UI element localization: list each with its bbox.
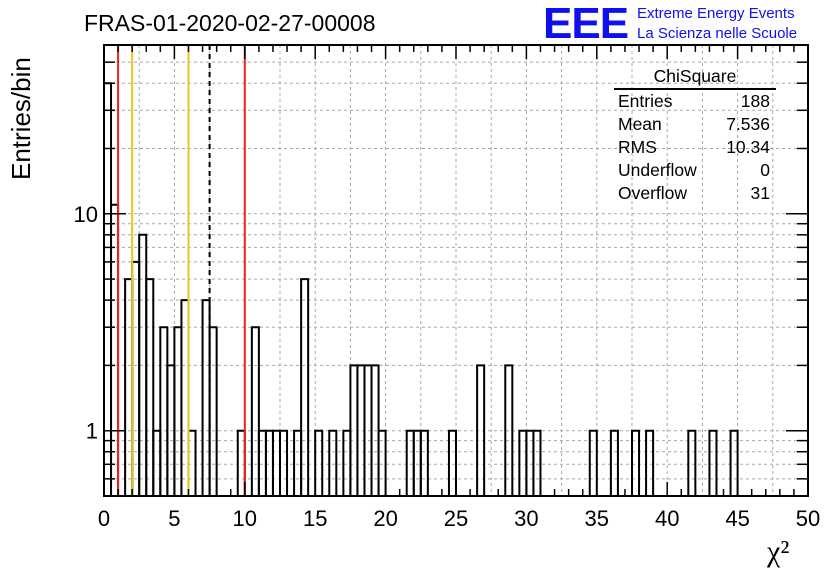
histogram-bin <box>447 429 457 496</box>
histogram-bin <box>609 429 619 496</box>
stats-value: 10.34 <box>726 137 770 157</box>
axes-layer: 0 5 10 15 20 25 30 35 40 45 50 1 10 <box>74 44 820 531</box>
histogram-bin <box>476 364 486 496</box>
stats-label: RMS <box>618 137 657 157</box>
histogram-bin <box>300 278 310 496</box>
x-tick-label: 35 <box>585 506 609 531</box>
stats-row: Entries 188 <box>610 90 776 113</box>
x-tick-label: 25 <box>444 506 468 531</box>
stats-label: Underflow <box>618 160 697 180</box>
stats-title: ChiSquare <box>614 66 776 90</box>
y-tick-label: 10 <box>74 202 98 227</box>
histogram-bin <box>504 364 514 496</box>
histogram-bin <box>145 278 155 496</box>
stats-label: Entries <box>618 91 673 111</box>
stats-value: 188 <box>740 91 770 111</box>
histogram-bin <box>208 326 218 496</box>
histogram-bin <box>687 429 697 496</box>
histogram-bin <box>377 429 387 496</box>
x-tick-label: 30 <box>514 506 538 531</box>
histogram-bin <box>173 326 183 496</box>
histogram-bin <box>328 429 338 496</box>
x-tick-label: 20 <box>373 506 397 531</box>
histogram-bin <box>103 82 113 496</box>
y-tick-label: 1 <box>86 419 98 444</box>
run-title: FRAS-01-2020-02-27-00008 <box>84 10 376 36</box>
histogram-bin <box>124 278 134 496</box>
y-axis-label: Entries/bin <box>6 57 36 180</box>
histogram-bin <box>631 429 641 496</box>
stats-label: Overflow <box>618 183 688 203</box>
histogram-bin <box>279 429 289 496</box>
histogram-bin <box>180 299 190 496</box>
histogram-bin <box>708 429 718 496</box>
stats-value: 0 <box>760 160 770 180</box>
stats-row: Mean 7.536 <box>610 113 776 136</box>
x-tick-label: 0 <box>98 506 110 531</box>
logo-tagline-1: Extreme Energy Events <box>637 5 795 22</box>
histogram-bin <box>250 326 260 496</box>
x-tick-label: 40 <box>655 506 679 531</box>
histogram-bin <box>588 429 598 496</box>
x-axis-label: χ² <box>767 535 790 568</box>
logo-mark: EEE <box>543 0 629 48</box>
histogram-bin <box>419 429 429 496</box>
stats-row: Overflow 31 <box>610 182 776 205</box>
x-tick-label: 45 <box>725 506 749 531</box>
stats-box: ChiSquare Entries 188 Mean 7.536 RMS 10.… <box>610 66 776 205</box>
histogram-bin <box>314 429 324 496</box>
x-tick-label: 10 <box>233 506 257 531</box>
stats-row: Underflow 0 <box>610 159 776 182</box>
histogram-bin <box>201 299 211 496</box>
stats-row: RMS 10.34 <box>610 136 776 159</box>
stats-value: 31 <box>750 183 770 203</box>
x-tick-label: 50 <box>796 506 820 531</box>
histogram-bin <box>729 429 739 496</box>
stats-value: 7.536 <box>726 114 770 134</box>
histogram-bin <box>131 260 141 496</box>
stats-label: Mean <box>618 114 662 134</box>
reference-lines-layer <box>117 45 246 496</box>
logo-tagline-2: La Scienza nelle Scuole <box>637 25 798 42</box>
histogram-bin <box>645 429 655 496</box>
histogram-bin <box>159 326 169 496</box>
x-tick-label: 15 <box>303 506 327 531</box>
histogram-bin <box>532 429 542 496</box>
x-tick-label: 5 <box>168 506 180 531</box>
